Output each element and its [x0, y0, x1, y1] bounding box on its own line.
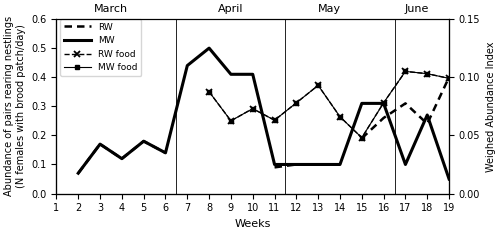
Y-axis label: Weighed Abundance Index: Weighed Abundance Index [486, 41, 496, 171]
X-axis label: Weeks: Weeks [234, 219, 271, 229]
Y-axis label: Abundance of pairs rearing nestlings
(N females with brood patch/day): Abundance of pairs rearing nestlings (N … [4, 16, 26, 196]
Legend: RW, MW, RW food, MW food: RW, MW, RW food, MW food [60, 19, 142, 76]
